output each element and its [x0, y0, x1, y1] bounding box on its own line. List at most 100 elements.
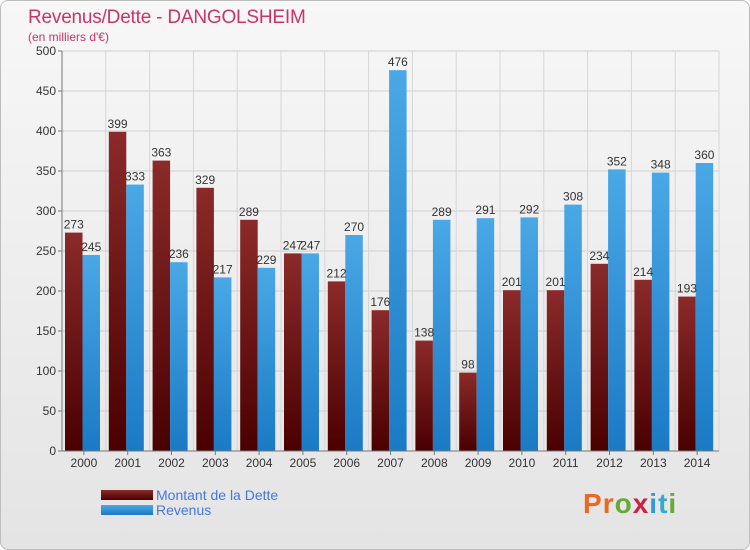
bar-debt-2004	[240, 219, 258, 451]
x-tick-label: 2003	[202, 456, 229, 470]
bar-revenue-2014	[695, 163, 714, 451]
bar-debt-2008	[415, 340, 433, 451]
x-tick-label: 2011	[553, 456, 579, 470]
value-label-revenue-2007: 476	[388, 55, 408, 69]
logo-letter: x	[632, 488, 650, 519]
value-label-revenue-2013: 348	[651, 158, 671, 172]
y-tick-label: 50	[43, 404, 57, 418]
bar-debt-2003	[196, 187, 214, 452]
bar-revenue-2010	[520, 217, 538, 451]
y-tick-label: 200	[36, 284, 56, 298]
bar-revenue-2004	[257, 267, 276, 451]
bar-revenue-2005	[301, 253, 319, 451]
value-label-debt-2010: 201	[502, 275, 522, 289]
bar-revenue-2009	[476, 218, 495, 451]
value-label-revenue-2004: 229	[256, 253, 276, 267]
value-label-debt-2003: 329	[195, 173, 215, 187]
bar-revenue-2012	[608, 169, 626, 451]
x-tick-label: 2000	[71, 456, 98, 470]
x-tick-label: 2010	[509, 456, 536, 470]
x-tick-label: 2014	[684, 456, 711, 470]
value-label-debt-2008: 138	[414, 326, 434, 340]
value-label-revenue-2002: 236	[169, 247, 189, 261]
x-tick-label: 2012	[596, 456, 623, 470]
legend-swatch-debt	[101, 490, 153, 500]
value-label-revenue-2012: 352	[607, 154, 627, 168]
value-label-debt-2004: 289	[239, 205, 259, 219]
value-label-revenue-2011: 308	[563, 190, 583, 204]
y-tick-label: 400	[36, 124, 56, 138]
value-label-debt-2001: 399	[108, 117, 128, 131]
value-label-debt-2009: 98	[461, 358, 475, 372]
x-tick-label: 2006	[333, 456, 360, 470]
value-label-revenue-2000: 245	[81, 240, 101, 254]
value-label-debt-2007: 176	[370, 295, 390, 309]
logo-letter: o	[614, 488, 633, 519]
logo-letter: P	[583, 488, 603, 519]
bar-revenue-2013	[651, 172, 670, 451]
value-label-debt-2000: 273	[64, 218, 84, 232]
bar-debt-2006	[327, 281, 346, 451]
value-label-revenue-2005: 247	[300, 238, 320, 252]
bar-debt-2009	[459, 372, 477, 451]
value-label-revenue-2009: 291	[475, 203, 495, 217]
bar-revenue-2000	[82, 255, 100, 451]
chart-title: Revenus/Dette - DANGOLSHEIM	[28, 7, 306, 28]
value-label-debt-2012: 234	[589, 249, 609, 263]
bar-debt-2007	[371, 310, 390, 451]
axes: 0 50 100 150 200 250 300 350 400 450 500 2000 2001 20…	[36, 44, 719, 470]
bar-debt-2012	[590, 263, 609, 451]
x-tick-label: 2013	[640, 456, 667, 470]
value-label-debt-2006: 212	[327, 266, 347, 280]
y-tick-label: 0	[49, 444, 56, 458]
legend-swatch-revenue	[101, 505, 153, 515]
logo-letter: r	[602, 488, 615, 519]
value-label-revenue-2001: 333	[125, 170, 145, 184]
value-label-revenue-2010: 292	[519, 202, 539, 216]
chart-subtitle: (en milliers d'€)	[28, 30, 109, 44]
bar-debt-2001	[108, 131, 127, 452]
bar-revenue-2008	[432, 219, 451, 451]
bar-debt-2010	[503, 290, 521, 451]
bars	[65, 70, 714, 452]
y-tick-label: 500	[36, 44, 56, 58]
bar-debt-2013	[634, 279, 652, 451]
logo-letter: i	[649, 488, 659, 519]
value-label-debt-2013: 214	[633, 265, 653, 279]
value-label-revenue-2008: 289	[432, 205, 452, 219]
logo-letter: i	[668, 488, 678, 519]
x-tick-label: 2005	[290, 456, 317, 470]
value-label-debt-2011: 201	[546, 275, 566, 289]
bar-debt-2005	[284, 253, 302, 451]
x-tick-label: 2009	[465, 456, 492, 470]
x-tick-label: 2001	[114, 456, 141, 470]
y-tick-label: 350	[36, 164, 56, 178]
bar-revenue-2001	[126, 184, 144, 451]
x-tick-label: 2008	[421, 456, 448, 470]
x-tick-label: 2002	[158, 456, 185, 470]
bar-revenue-2003	[213, 277, 232, 451]
legend-label-revenue: Revenus	[156, 502, 212, 518]
x-tick-label: 2004	[246, 456, 273, 470]
value-label-revenue-2003: 217	[213, 262, 233, 276]
value-label-debt-2002: 363	[151, 146, 171, 160]
bar-debt-2014	[678, 296, 696, 451]
value-label-debt-2005: 247	[283, 238, 303, 252]
bar-revenue-2011	[564, 204, 582, 451]
bar-revenue-2007	[389, 70, 407, 451]
bar-debt-2002	[152, 160, 171, 451]
bar-debt-2011	[546, 290, 565, 451]
value-label-revenue-2014: 360	[694, 148, 714, 162]
y-tick-label: 100	[36, 364, 56, 378]
bar-revenue-2002	[170, 262, 188, 451]
bar-debt-2000	[65, 232, 83, 451]
bar-revenue-2006	[345, 235, 363, 451]
y-tick-label: 150	[36, 324, 56, 338]
legend-label-debt: Montant de la Dette	[156, 487, 279, 503]
y-tick-label: 450	[36, 84, 56, 98]
x-tick-label: 2007	[377, 456, 404, 470]
value-label-revenue-2006: 270	[344, 220, 364, 234]
